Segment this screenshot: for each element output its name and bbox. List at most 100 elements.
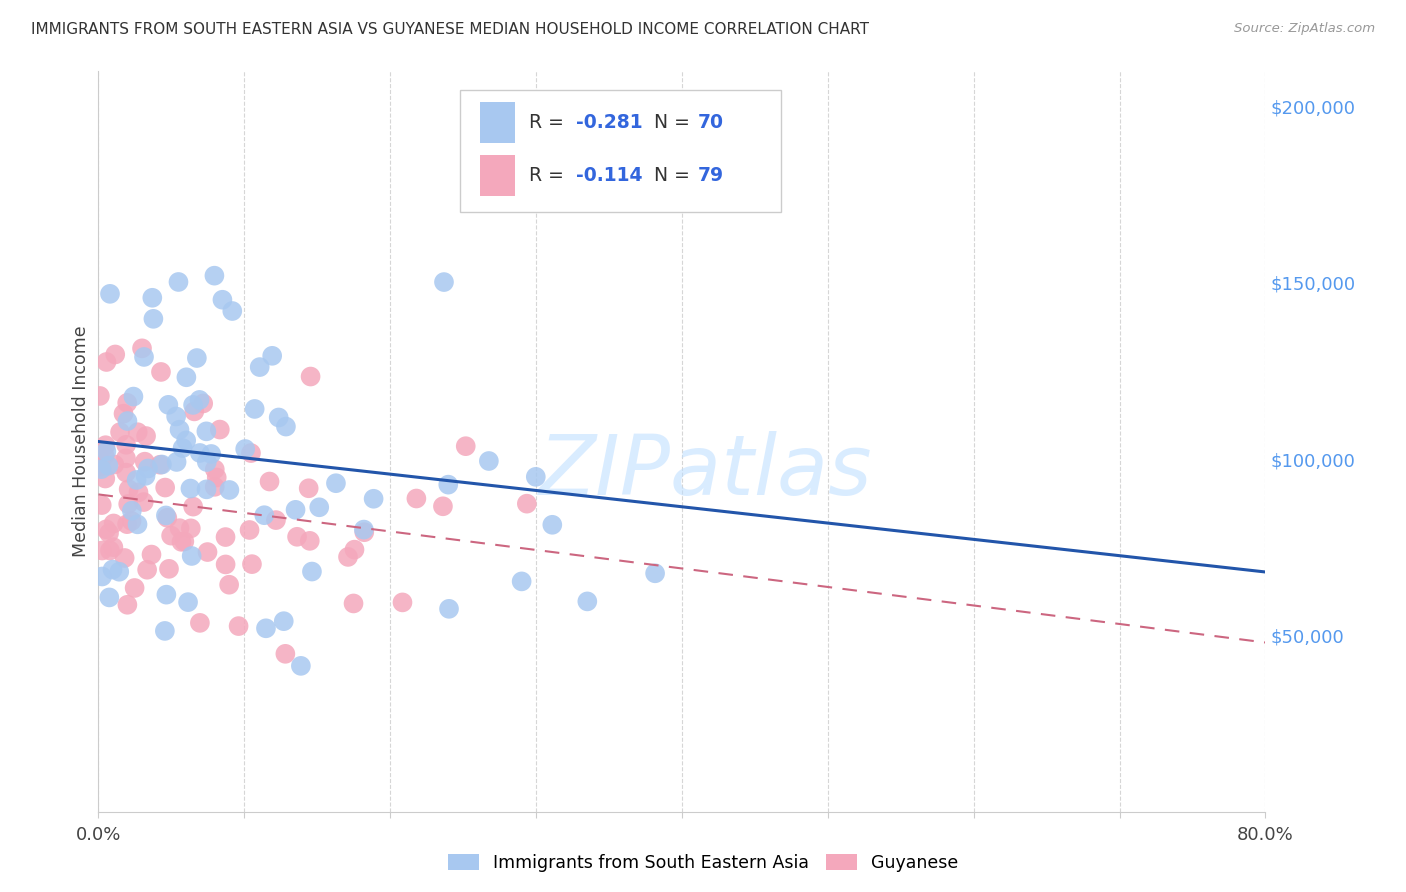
Point: [121, 504, 143, 518]
Point: [160, 528, 183, 542]
Point: [177, 595, 200, 609]
Point: [115, 438, 138, 452]
Text: 70: 70: [699, 113, 724, 132]
FancyBboxPatch shape: [479, 155, 515, 195]
Point: [94, 522, 117, 536]
Point: [142, 311, 165, 326]
Point: [432, 500, 454, 514]
Point: [253, 508, 276, 523]
Point: [325, 476, 347, 491]
Point: [103, 540, 125, 554]
Point: [125, 473, 148, 487]
Point: [180, 549, 202, 563]
Text: N =: N =: [654, 113, 696, 132]
Point: [112, 407, 135, 421]
Point: [274, 419, 297, 434]
Point: [264, 513, 287, 527]
Point: [127, 485, 149, 500]
Point: [181, 398, 204, 412]
Point: [90, 462, 112, 476]
Point: [228, 619, 250, 633]
Point: [132, 350, 155, 364]
Point: [233, 442, 256, 456]
Point: [149, 458, 172, 472]
Point: [214, 558, 236, 572]
Point: [103, 458, 125, 472]
Point: [214, 530, 236, 544]
Point: [157, 398, 180, 412]
Point: [343, 542, 366, 557]
Point: [153, 624, 176, 638]
Point: [391, 595, 413, 609]
Point: [98, 543, 121, 558]
Point: [170, 534, 193, 549]
Point: [437, 477, 460, 491]
Point: [218, 578, 240, 592]
Point: [188, 392, 211, 407]
Point: [576, 594, 599, 608]
Point: [89, 445, 111, 459]
Text: IMMIGRANTS FROM SOUTH EASTERN ASIA VS GUYANESE MEDIAN HOUSEHOLD INCOME CORRELATI: IMMIGRANTS FROM SOUTH EASTERN ASIA VS GU…: [31, 22, 869, 37]
Point: [186, 351, 208, 365]
Point: [97, 458, 120, 473]
Point: [298, 481, 321, 495]
Point: [290, 658, 312, 673]
Point: [150, 458, 173, 472]
Text: N =: N =: [654, 166, 696, 185]
Point: [197, 545, 219, 559]
Point: [353, 525, 375, 540]
Point: [135, 468, 157, 483]
Y-axis label: Median Household Income: Median Household Income: [72, 326, 90, 558]
Point: [254, 621, 277, 635]
Point: [188, 446, 211, 460]
Point: [117, 414, 139, 428]
Point: [200, 447, 222, 461]
Point: [155, 508, 177, 523]
Text: R =: R =: [529, 113, 569, 132]
Legend: Immigrants from South Eastern Asia, Guyanese: Immigrants from South Eastern Asia, Guya…: [440, 847, 966, 879]
Point: [211, 293, 233, 307]
Point: [524, 470, 547, 484]
Point: [510, 574, 533, 589]
Text: -0.281: -0.281: [575, 113, 643, 132]
Point: [172, 441, 194, 455]
Text: ZIPatlas: ZIPatlas: [538, 431, 872, 512]
Point: [541, 517, 564, 532]
Point: [353, 523, 375, 537]
Point: [124, 581, 146, 595]
Point: [104, 347, 127, 361]
Point: [115, 396, 138, 410]
Point: [115, 466, 138, 480]
Point: [205, 470, 228, 484]
Text: R =: R =: [529, 166, 569, 185]
Point: [101, 563, 124, 577]
Point: [181, 500, 204, 514]
Point: [103, 516, 125, 531]
Point: [195, 455, 218, 469]
Point: [454, 439, 477, 453]
Point: [156, 510, 179, 524]
Point: [96, 355, 118, 369]
Text: -0.114: -0.114: [575, 166, 643, 185]
Point: [284, 503, 307, 517]
Point: [98, 591, 121, 605]
Point: [274, 647, 297, 661]
Point: [165, 409, 187, 424]
Point: [115, 517, 138, 532]
Point: [93, 449, 115, 463]
Point: [89, 459, 111, 474]
Point: [363, 491, 385, 506]
Point: [169, 423, 191, 437]
Point: [176, 370, 198, 384]
Point: [218, 483, 240, 497]
FancyBboxPatch shape: [479, 103, 515, 144]
Point: [166, 455, 188, 469]
Point: [273, 614, 295, 628]
Point: [193, 396, 215, 410]
Point: [91, 543, 114, 558]
Text: 79: 79: [699, 166, 724, 185]
Point: [90, 498, 112, 512]
Point: [121, 514, 143, 528]
Point: [132, 495, 155, 509]
Point: [117, 598, 139, 612]
